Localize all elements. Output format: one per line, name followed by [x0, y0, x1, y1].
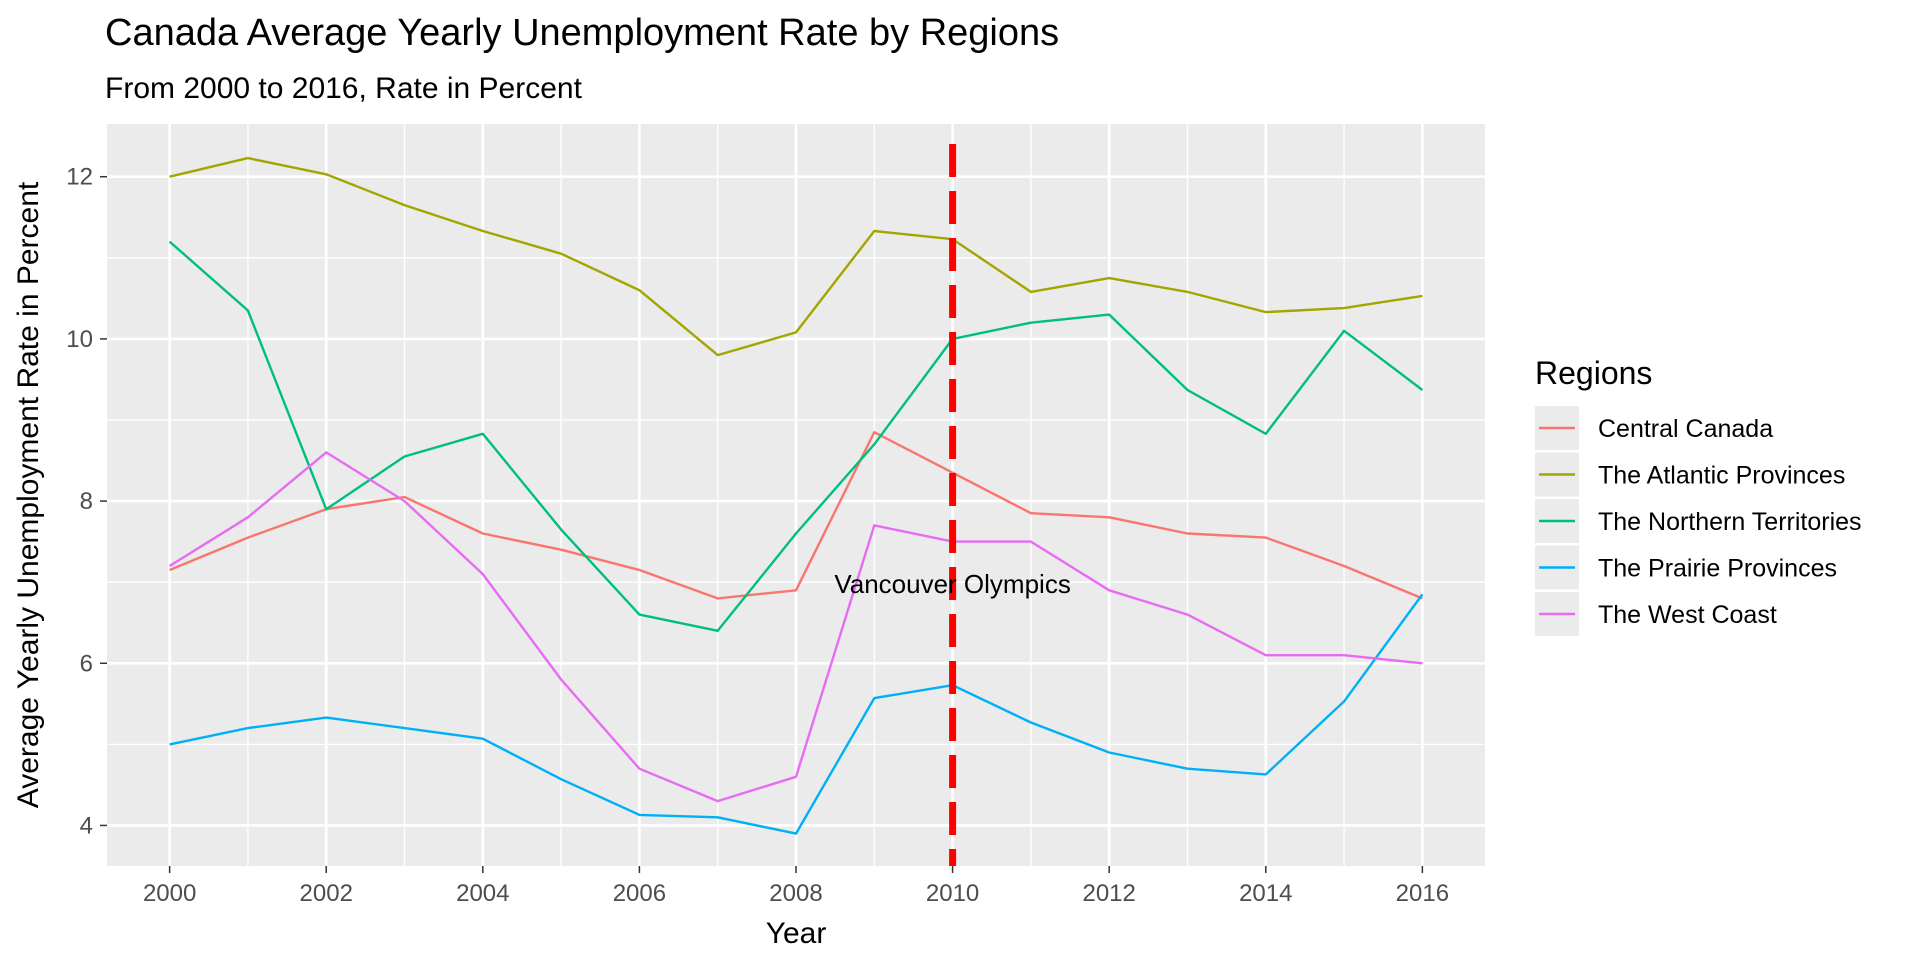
- series-line-the-northern-territories: [168, 240, 1424, 632]
- legend-title: Regions: [1535, 355, 1652, 391]
- x-tick-label: 2008: [769, 880, 822, 907]
- x-tick-label: 2000: [143, 880, 196, 907]
- series-line-central-canada: [169, 431, 1423, 600]
- y-axis: 4 6 8 10 12: [66, 164, 107, 839]
- x-tick-label: 2004: [456, 880, 509, 907]
- legend-label-central-canada: Central Canada: [1598, 415, 1773, 443]
- legend-label-the-northern-territories: The Northern Territories: [1598, 508, 1862, 536]
- x-tick-label: 2006: [613, 880, 666, 907]
- legend-label-the-prairie-provinces: The Prairie Provinces: [1598, 555, 1837, 583]
- y-tick-label: 12: [66, 164, 93, 191]
- x-tick-label: 2002: [300, 880, 353, 907]
- y-tick-label: 4: [80, 812, 93, 839]
- y-tick-label: 10: [66, 326, 93, 353]
- x-axis-title: Year: [766, 917, 827, 950]
- x-axis: 2000 2002 2004 2006 2008 2010 2012 2014 2016: [143, 866, 1449, 907]
- y-tick-label: 8: [80, 488, 93, 515]
- x-tick-label: 2010: [926, 880, 979, 907]
- chart-subtitle: From 2000 to 2016, Rate in Percent: [105, 72, 583, 105]
- y-axis-title: Average Yearly Unemployment Rate in Perc…: [12, 181, 45, 808]
- annotation-vancouver-olympics: Vancouver Olympics: [834, 569, 1071, 599]
- legend: Regions Central Canada The Atlantic Provi…: [1535, 355, 1862, 636]
- legend-label-the-west-coast: The West Coast: [1598, 601, 1777, 629]
- legend-label-the-atlantic-provinces: The Atlantic Provinces: [1598, 462, 1845, 490]
- series-line-the-prairie-provinces: [169, 593, 1424, 835]
- series-lines: [168, 156, 1424, 835]
- series-line-the-atlantic-provinces: [169, 156, 1423, 357]
- annotation-layer: Vancouver Olympics: [834, 569, 1071, 599]
- y-tick-label: 6: [80, 650, 93, 677]
- x-tick-label: 2016: [1396, 880, 1449, 907]
- series-line-the-west-coast: [168, 451, 1423, 803]
- x-tick-label: 2012: [1082, 880, 1135, 907]
- chart-title: Canada Average Yearly Unemployment Rate …: [105, 12, 1059, 54]
- x-tick-label: 2014: [1239, 880, 1292, 907]
